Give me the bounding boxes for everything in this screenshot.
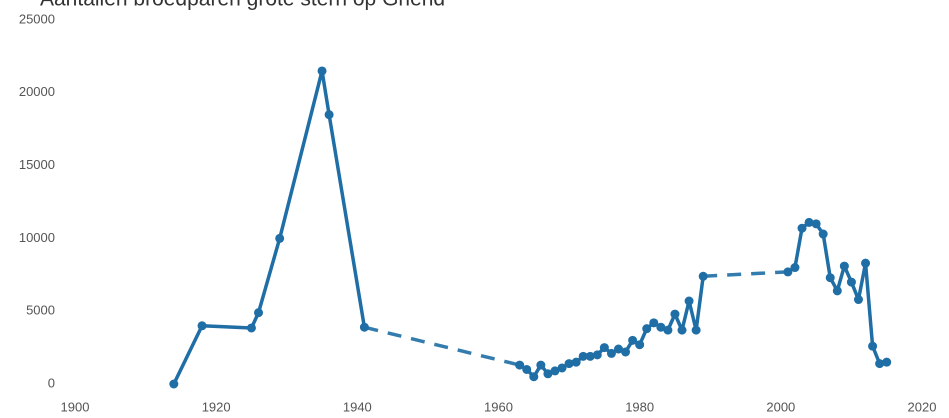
gap-connector — [703, 270, 788, 279]
marker — [515, 360, 525, 370]
gap-connector — [363, 325, 521, 367]
y-tick-label: 15000 — [19, 157, 55, 172]
y-tick-label: 25000 — [19, 11, 55, 26]
marker — [797, 223, 807, 233]
marker — [254, 308, 264, 318]
marker — [649, 318, 659, 328]
marker — [882, 357, 892, 367]
x-tick-label: 2020 — [908, 399, 937, 414]
line — [172, 69, 367, 385]
marker — [656, 322, 666, 332]
marker — [275, 233, 285, 243]
marker — [599, 343, 609, 353]
marker — [825, 273, 835, 283]
marker — [783, 267, 793, 277]
marker — [578, 351, 588, 361]
marker — [571, 357, 581, 367]
marker — [698, 271, 708, 281]
marker — [875, 359, 885, 369]
marker — [564, 359, 574, 369]
marker — [868, 341, 878, 351]
y-tick-label: 10000 — [19, 230, 55, 245]
marker — [522, 364, 532, 374]
x-tick-label: 1900 — [61, 399, 90, 414]
marker — [621, 347, 631, 357]
y-tick-label: 0 — [48, 375, 55, 390]
marker — [861, 258, 871, 268]
marker — [613, 344, 623, 354]
marker — [543, 369, 553, 379]
marker — [790, 263, 800, 273]
marker — [197, 321, 207, 331]
x-tick-label: 1960 — [484, 399, 513, 414]
marker — [317, 66, 327, 76]
x-tick-label: 1980 — [625, 399, 654, 414]
marker — [804, 217, 814, 227]
x-tick-label: 2000 — [766, 399, 795, 414]
marker — [677, 325, 687, 335]
y-tick-label: 20000 — [19, 84, 55, 99]
chart-title: Aantallen broedparen grote stern op Grie… — [40, 0, 445, 11]
marker — [691, 325, 701, 335]
marker — [557, 363, 567, 373]
marker — [550, 366, 560, 376]
x-tick-label: 1940 — [343, 399, 372, 414]
marker — [839, 261, 849, 271]
marker — [818, 229, 828, 239]
marker — [663, 325, 673, 335]
marker — [635, 340, 645, 350]
marker — [359, 322, 369, 332]
marker — [853, 295, 863, 305]
marker — [606, 348, 616, 358]
marker — [169, 379, 179, 389]
marker — [811, 219, 821, 229]
line — [518, 276, 705, 379]
marker — [642, 324, 652, 334]
marker — [324, 110, 334, 120]
marker — [246, 323, 256, 333]
marker — [585, 351, 595, 361]
marker — [832, 286, 842, 296]
y-tick-label: 5000 — [26, 303, 55, 318]
x-tick-label: 1920 — [202, 399, 231, 414]
marker — [846, 277, 856, 287]
marker — [628, 335, 638, 345]
marker — [592, 350, 602, 360]
marker — [670, 309, 680, 319]
marker — [684, 296, 694, 306]
marker — [536, 360, 546, 370]
marker — [529, 372, 539, 382]
